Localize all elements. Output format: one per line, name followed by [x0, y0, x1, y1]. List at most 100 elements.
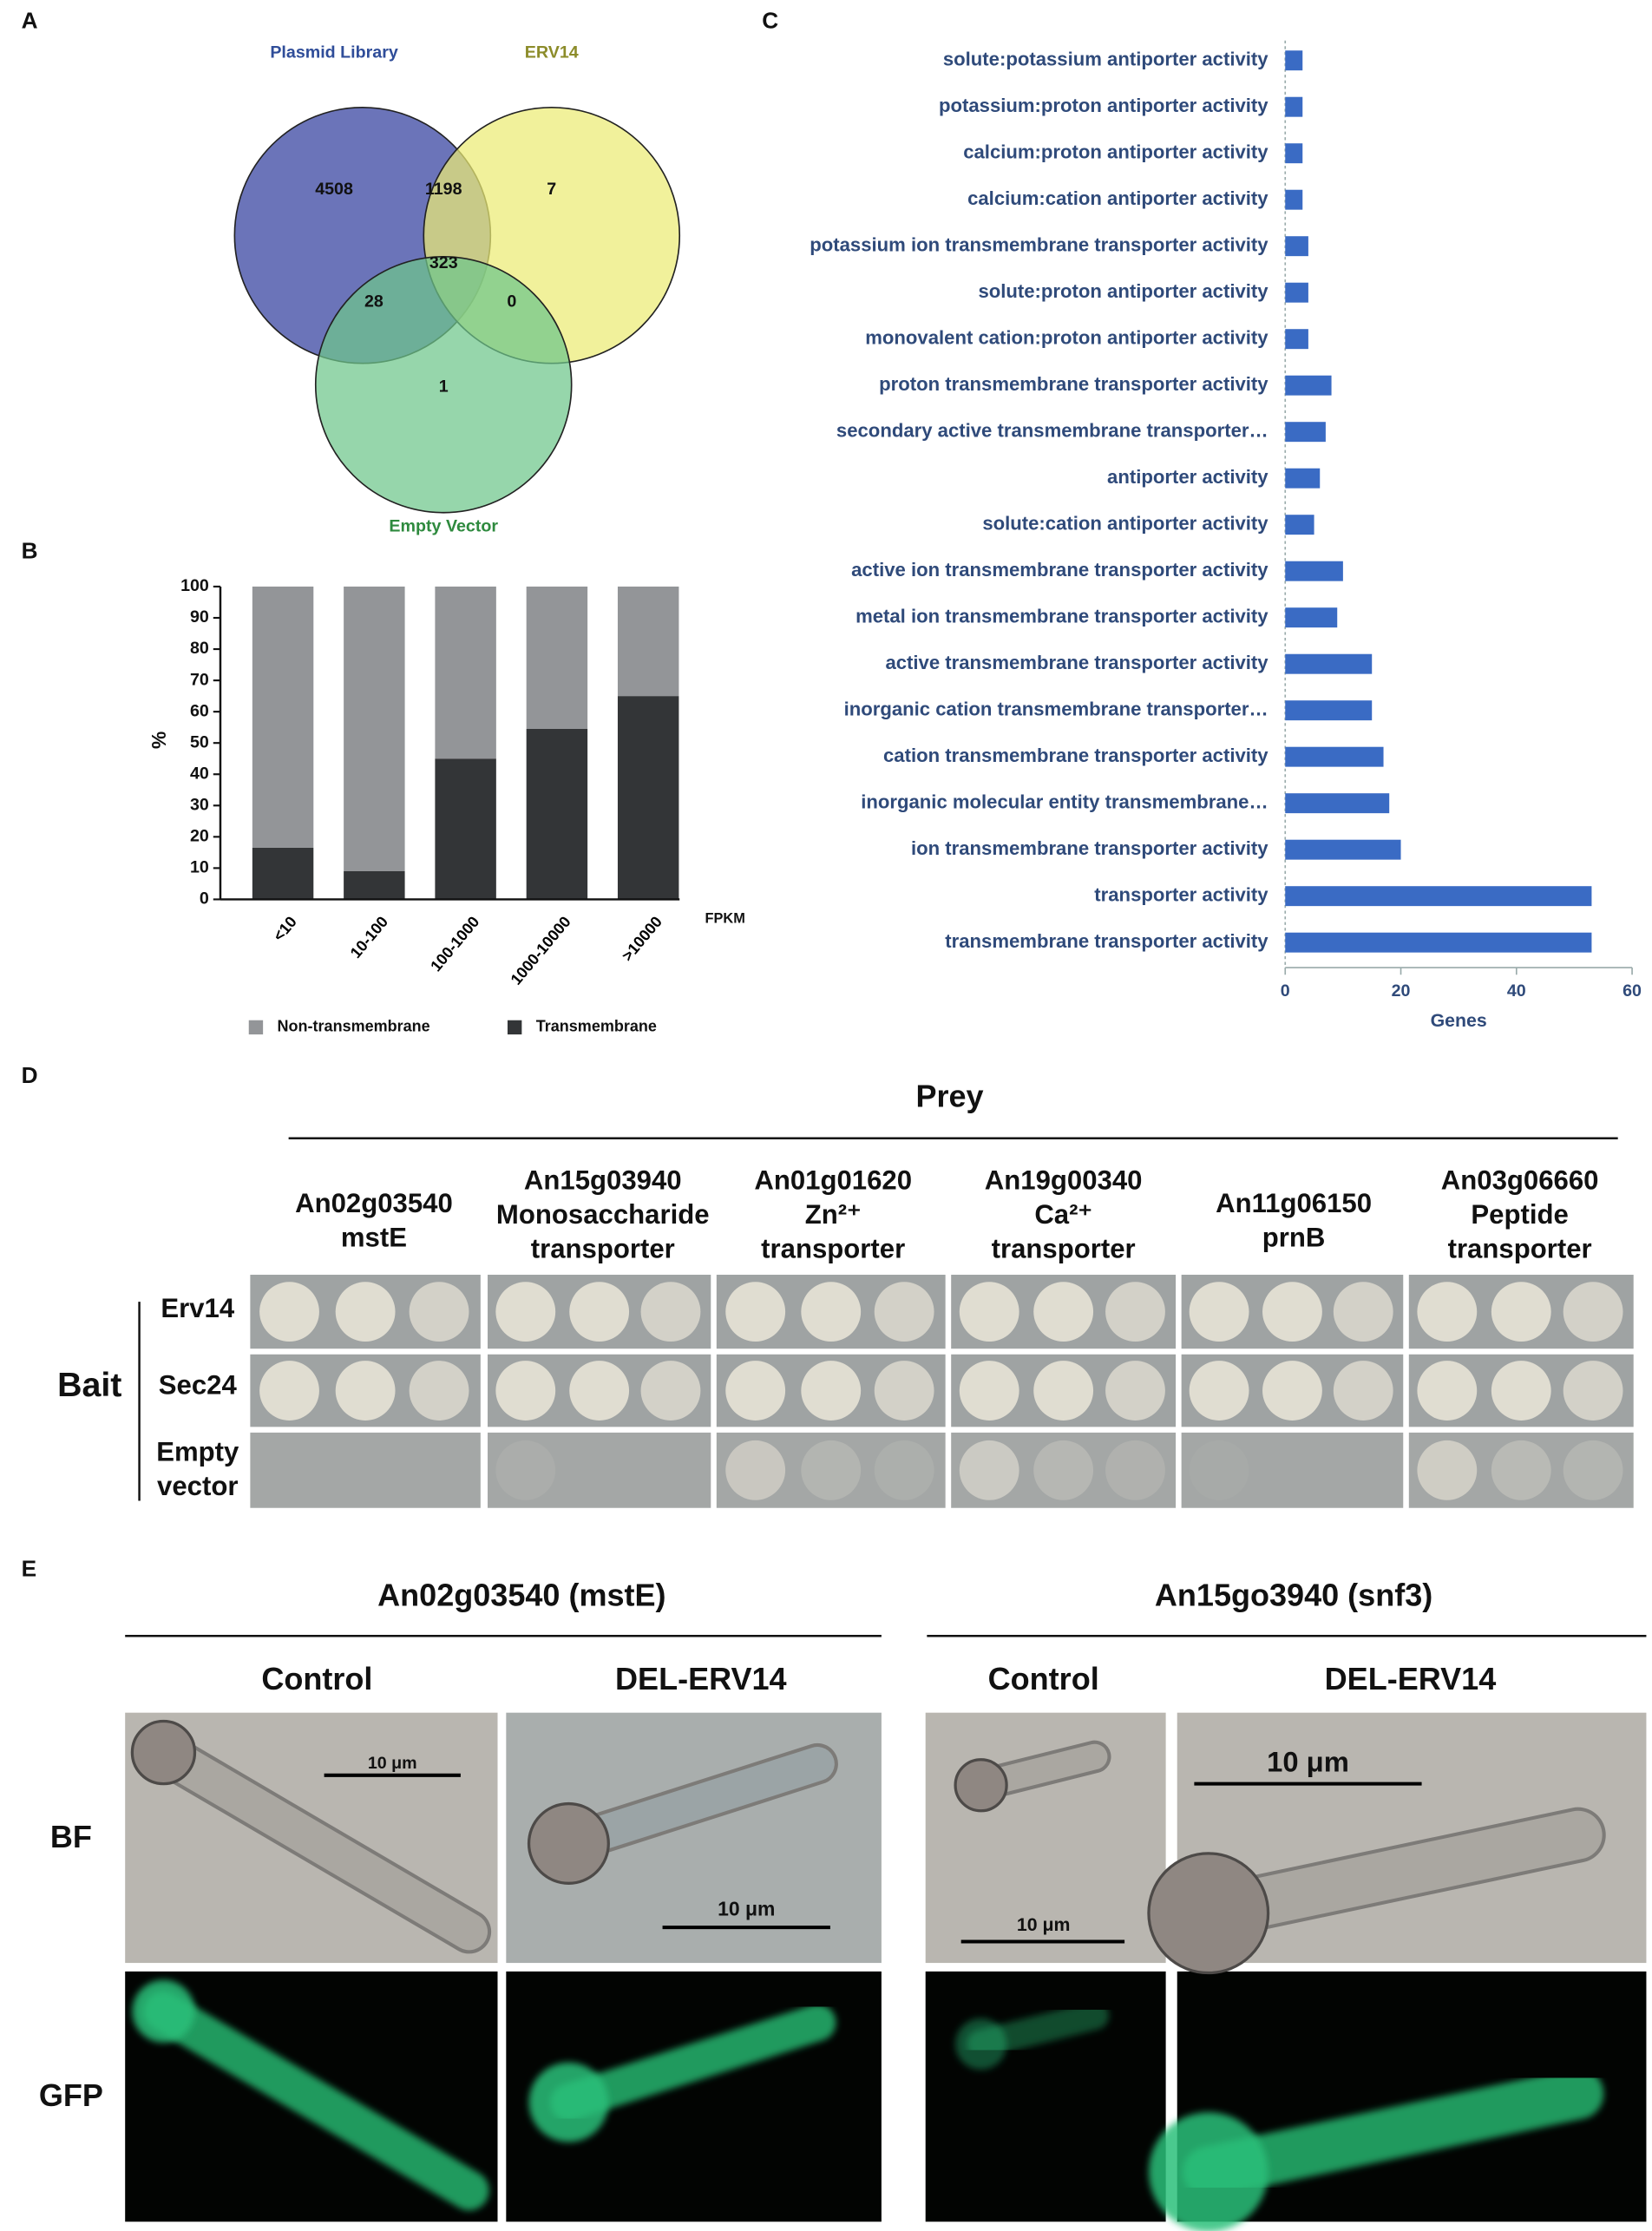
- colony-spot: [1563, 1440, 1623, 1500]
- category-label: calcium:proton antiporter activity: [963, 141, 1268, 163]
- y-tick-label: 20: [190, 827, 209, 846]
- category-label: inorganic molecular entity transmembrane…: [861, 791, 1268, 813]
- category-label: proton transmembrane transporter activit…: [879, 373, 1268, 395]
- colony-spot: [959, 1282, 1019, 1342]
- plate: [250, 1432, 481, 1508]
- category-label: ion transmembrane transporter activity: [911, 837, 1268, 859]
- gfp-image: [925, 1971, 1166, 2222]
- y-tick-label: 60: [190, 701, 209, 720]
- colony-spot: [725, 1440, 786, 1500]
- prey-header: An02g03540: [295, 1188, 453, 1218]
- bar: [1285, 700, 1373, 721]
- colony-spot: [569, 1361, 630, 1421]
- bar-segment: [344, 586, 405, 871]
- bf-hypha-inner: [145, 1734, 488, 1951]
- bar-segment: [617, 586, 679, 697]
- bar: [1285, 422, 1326, 443]
- category-label: transporter activity: [1094, 884, 1268, 906]
- scale-bar-label: 10 μm: [718, 1898, 775, 1920]
- venn-set-label: Empty Vector: [389, 516, 498, 535]
- colony-spot: [335, 1282, 396, 1342]
- colony-spot: [1333, 1361, 1393, 1421]
- legend-swatch: [248, 1020, 264, 1035]
- prey-header: An11g06150: [1216, 1188, 1372, 1218]
- colony-spot: [874, 1440, 934, 1500]
- colony-spot: [640, 1361, 701, 1421]
- channel-label: GFP: [39, 2077, 103, 2113]
- condition-label: Control: [261, 1661, 372, 1696]
- prey-title: Prey: [915, 1078, 983, 1113]
- prey-header: An19g00340: [985, 1165, 1143, 1196]
- bait-row-label: vector: [157, 1471, 238, 1501]
- bar: [1285, 793, 1390, 814]
- colony-spot: [874, 1361, 934, 1421]
- category-label: solute:potassium antiporter activity: [943, 49, 1268, 70]
- panel-label: C: [762, 7, 778, 33]
- category-label: solute:cation antiporter activity: [982, 513, 1268, 535]
- prey-header: transporter: [531, 1233, 675, 1263]
- bar: [1285, 561, 1343, 581]
- gfp-hypha: [550, 2004, 836, 2121]
- y-tick-label: 30: [190, 795, 209, 814]
- colony-spot: [959, 1361, 1019, 1421]
- category-label: secondary active transmembrane transport…: [836, 420, 1268, 442]
- y-tick-label: 10: [190, 858, 209, 877]
- bar: [1285, 932, 1592, 953]
- colony-spot: [409, 1361, 469, 1421]
- bait-row-label: Erv14: [161, 1293, 234, 1323]
- prey-header: Zn²⁺: [805, 1199, 862, 1230]
- category-label: inorganic cation transmembrane transport…: [844, 699, 1268, 720]
- legend-swatch: [507, 1020, 522, 1035]
- channel-label: BF: [50, 1819, 92, 1854]
- x-tick-label: >10000: [619, 913, 665, 964]
- venn-set-label: ERV14: [525, 43, 579, 62]
- x-tick-label: 1000-10000: [508, 913, 574, 988]
- bar-segment: [435, 586, 496, 759]
- x-axis-label: FPKM: [705, 911, 744, 927]
- y-tick-label: 40: [190, 764, 209, 783]
- x-tick-label: 0: [1281, 981, 1290, 1001]
- colony-spot: [1333, 1282, 1393, 1342]
- category-label: potassium:proton antiporter activity: [939, 95, 1268, 116]
- bait-label: Bait: [57, 1366, 121, 1404]
- bf-hypha-inner: [1183, 1810, 1603, 1938]
- colony-spot: [1491, 1361, 1551, 1421]
- x-tick-label: 60: [1622, 981, 1642, 1001]
- gfp-hypha: [1183, 2068, 1604, 2198]
- venn-count: 7: [547, 180, 556, 199]
- bar: [1285, 50, 1303, 71]
- bar: [1285, 143, 1303, 164]
- venn-set: [314, 255, 573, 514]
- colony-spot: [1189, 1361, 1249, 1421]
- bar: [1285, 189, 1303, 210]
- colony-spot: [801, 1361, 862, 1421]
- x-tick-label: 100-1000: [427, 913, 482, 974]
- bar: [1285, 653, 1373, 674]
- category-label: active transmembrane transporter activit…: [885, 652, 1268, 673]
- bar-segment: [617, 696, 679, 900]
- colony-spot: [1417, 1440, 1478, 1500]
- prey-header: An15g03940: [524, 1165, 682, 1196]
- prey-header: Monosaccharide: [496, 1199, 710, 1230]
- bar-segment: [435, 758, 496, 900]
- y-tick-label: 100: [180, 576, 209, 595]
- group-title: An02g03540 (mstE): [377, 1577, 665, 1612]
- prey-header: mstE: [341, 1222, 407, 1252]
- category-label: transmembrane transporter activity: [945, 930, 1268, 952]
- scale-bar-label: 10 μm: [1017, 1914, 1071, 1935]
- condition-label: DEL-ERV14: [615, 1661, 787, 1696]
- colony-spot: [1033, 1440, 1094, 1500]
- colony-spot: [335, 1361, 396, 1421]
- panel-label: D: [22, 1062, 38, 1088]
- y-tick-label: 80: [190, 639, 209, 658]
- category-label: cation transmembrane transporter activit…: [883, 745, 1268, 766]
- plate: [1181, 1432, 1404, 1508]
- prey-header: prnB: [1262, 1222, 1326, 1252]
- colony-spot: [1491, 1440, 1551, 1500]
- prey-header: An01g01620: [754, 1165, 912, 1196]
- colony-spot: [1491, 1282, 1551, 1342]
- bar-segment: [526, 586, 588, 729]
- colony-spot: [1262, 1282, 1322, 1342]
